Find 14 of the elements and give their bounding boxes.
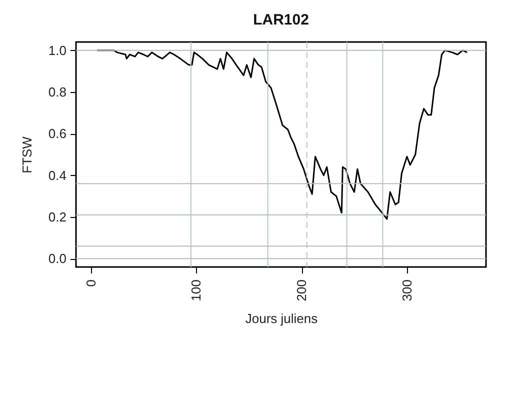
x-tick-label: 200 — [294, 280, 310, 302]
y-tick-label: 1.0 — [48, 42, 66, 58]
y-tick-label: 0.6 — [48, 126, 66, 142]
y-tick-label: 0.2 — [48, 210, 66, 224]
x-tick-label: 300 — [399, 280, 414, 302]
y-tick-label: 0.4 — [48, 168, 66, 183]
x-tick-label: 0 — [83, 280, 98, 287]
y-tick-label: 0.0 — [48, 251, 66, 266]
x-axis-title: Jours juliens — [245, 311, 318, 326]
line-series — [96, 50, 468, 220]
chart-title: LAR102 — [253, 12, 309, 28]
y-tick-label: 0.8 — [48, 84, 66, 100]
x-tick-label: 100 — [188, 280, 204, 302]
y-axis-title: FTSW — [19, 136, 34, 174]
